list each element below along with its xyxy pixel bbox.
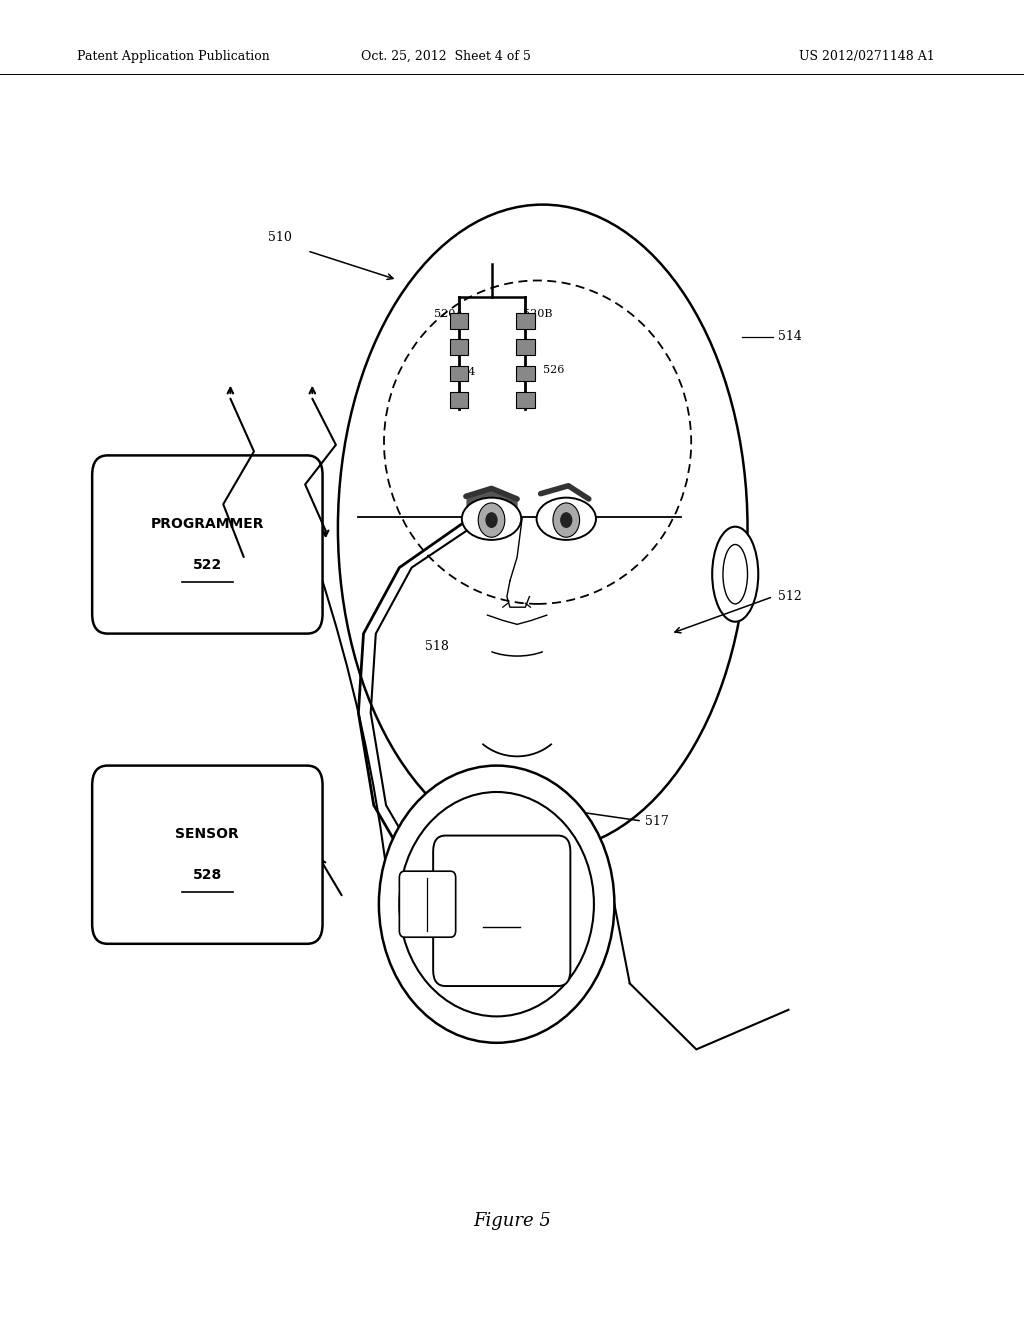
Text: 514: 514 (778, 330, 802, 343)
FancyBboxPatch shape (516, 392, 535, 408)
FancyBboxPatch shape (450, 366, 468, 381)
FancyBboxPatch shape (433, 836, 570, 986)
Text: 528: 528 (193, 869, 222, 882)
Text: 517: 517 (645, 814, 669, 828)
Text: Oct. 25, 2012  Sheet 4 of 5: Oct. 25, 2012 Sheet 4 of 5 (360, 50, 530, 63)
Text: PROGRAMMER: PROGRAMMER (151, 516, 264, 531)
FancyBboxPatch shape (450, 392, 468, 408)
FancyBboxPatch shape (516, 313, 535, 329)
Text: 524: 524 (454, 367, 475, 378)
Text: 520A: 520A (434, 309, 463, 319)
Text: 510: 510 (268, 231, 292, 244)
Text: 516: 516 (488, 904, 515, 917)
FancyBboxPatch shape (92, 455, 323, 634)
FancyBboxPatch shape (450, 339, 468, 355)
Text: 522: 522 (193, 558, 222, 573)
Ellipse shape (338, 205, 748, 851)
Ellipse shape (379, 766, 614, 1043)
Circle shape (478, 503, 505, 537)
Circle shape (560, 512, 572, 528)
Ellipse shape (537, 498, 596, 540)
Circle shape (485, 512, 498, 528)
Ellipse shape (713, 527, 758, 622)
Ellipse shape (462, 498, 521, 540)
FancyBboxPatch shape (450, 313, 468, 329)
FancyBboxPatch shape (516, 339, 535, 355)
FancyBboxPatch shape (399, 871, 456, 937)
Text: SENSOR: SENSOR (175, 826, 240, 841)
Ellipse shape (399, 792, 594, 1016)
Text: Patent Application Publication: Patent Application Publication (77, 50, 269, 63)
FancyBboxPatch shape (92, 766, 323, 944)
FancyBboxPatch shape (516, 366, 535, 381)
Text: Figure 5: Figure 5 (473, 1212, 551, 1230)
Text: 532: 532 (397, 841, 421, 854)
Text: US 2012/0271148 A1: US 2012/0271148 A1 (799, 50, 935, 63)
Text: 518: 518 (425, 640, 449, 653)
Circle shape (553, 503, 580, 537)
Text: 526: 526 (543, 364, 564, 375)
Text: 520B: 520B (523, 309, 552, 319)
Text: 512: 512 (778, 590, 802, 603)
